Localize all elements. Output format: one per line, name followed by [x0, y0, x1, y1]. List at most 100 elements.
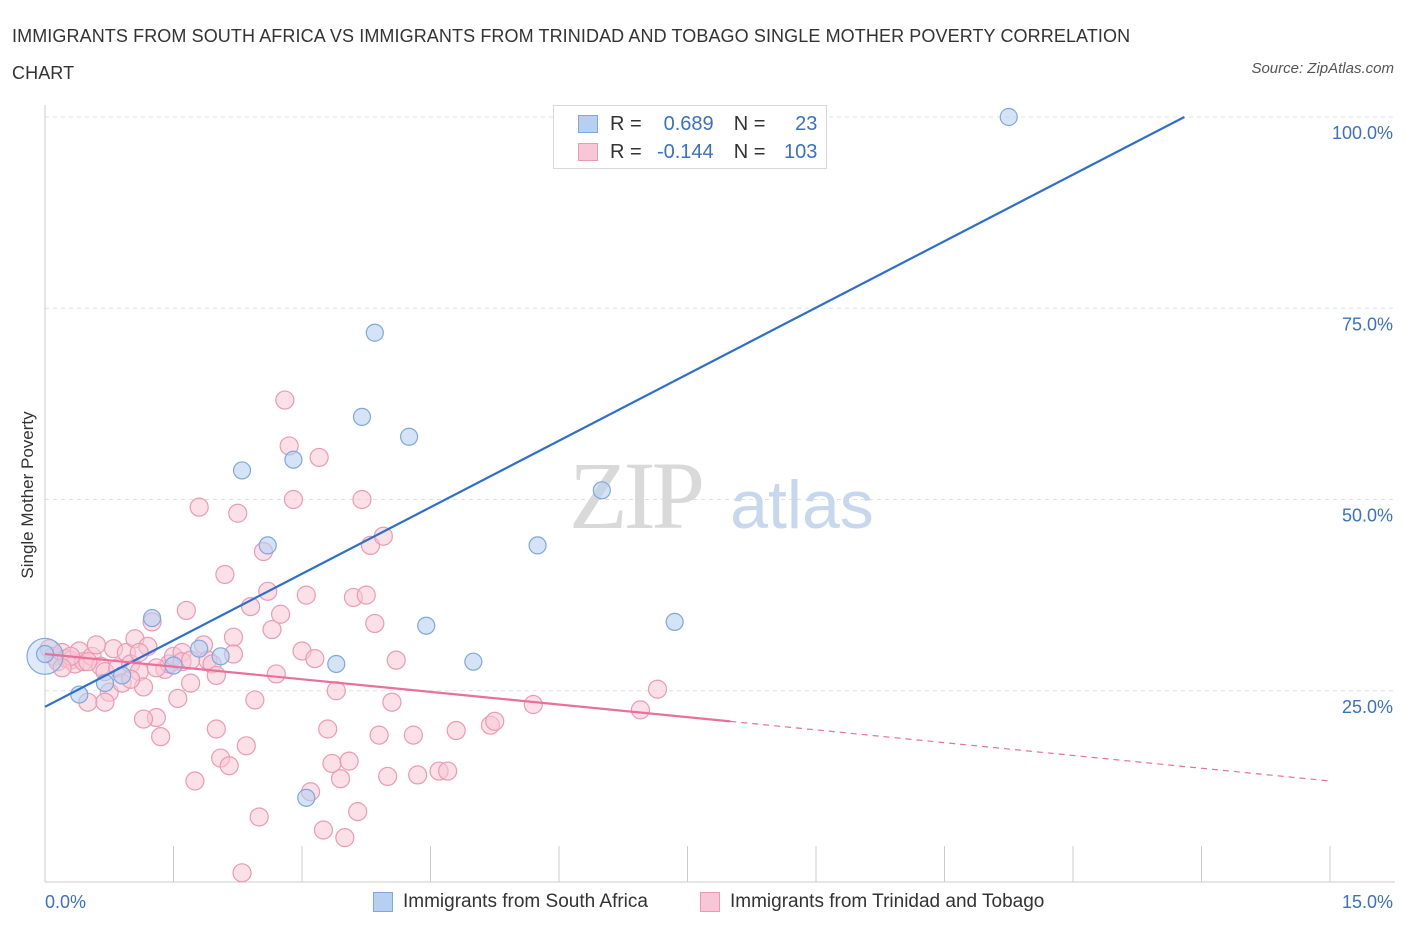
x-tick-label: 0.0%: [45, 892, 86, 912]
data-point-trinidad: [181, 673, 201, 693]
data-point-trinidad: [369, 725, 389, 745]
data-point-trinidad: [146, 658, 166, 678]
data-point-trinidad: [270, 604, 291, 624]
data-point-south-africa: [190, 639, 209, 658]
data-point-south-africa: [365, 323, 384, 342]
legend-row-trinidad: R = -0.144 N = 103: [578, 138, 817, 166]
data-point-trinidad: [236, 736, 256, 756]
source-note: Source: ZipAtlas.com: [1251, 60, 1394, 77]
data-point-trinidad: [408, 765, 428, 785]
data-point-trinidad: [245, 690, 265, 710]
legend-r-label: R =: [610, 112, 642, 135]
data-point-trinidad: [219, 756, 239, 776]
legend-n-value: 23: [795, 112, 818, 135]
legend-n-label: N =: [733, 140, 766, 163]
data-point-south-africa: [211, 647, 230, 666]
data-point-trinidad: [52, 658, 72, 678]
data-point-south-africa: [232, 461, 252, 480]
data-point-trinidad: [176, 600, 196, 621]
data-point-trinidad: [365, 613, 385, 634]
data-point-trinidad: [403, 725, 423, 745]
data-point-south-africa: [297, 788, 316, 807]
data-point-south-africa: [464, 652, 483, 671]
data-point-trinidad: [647, 679, 668, 699]
bottom-legend-label: Immigrants from South Africa: [403, 891, 648, 912]
data-point-trinidad: [382, 692, 402, 712]
data-point-trinidad: [232, 863, 252, 883]
data-point-trinidad: [326, 681, 346, 701]
legend-row-south-africa: R = 0.689 N = 23: [578, 110, 817, 138]
data-point-trinidad: [485, 711, 505, 731]
data-point-south-africa: [258, 536, 277, 555]
trend-line-south-africa: [44, 116, 1185, 708]
x-tick-label: 15.0%: [1342, 892, 1393, 912]
data-point-trinidad: [335, 828, 355, 848]
data-point-trinidad: [78, 652, 98, 672]
data-point-trinidad: [86, 635, 107, 655]
data-point-south-africa: [352, 407, 372, 426]
data-point-trinidad: [95, 692, 115, 712]
legend-swatch-blue: [578, 115, 598, 133]
trend-line-trinidad-extension: [730, 720, 1331, 782]
legend-n-value: 103: [784, 140, 818, 163]
data-point-south-africa: [665, 612, 684, 632]
data-point-south-africa: [592, 481, 611, 500]
data-point-trinidad: [348, 802, 368, 822]
legend-r-label: R =: [610, 140, 642, 163]
data-point-south-africa: [528, 536, 547, 555]
data-point-south-africa: [327, 654, 346, 674]
data-point-trinidad: [266, 664, 286, 684]
data-point-trinidad: [215, 564, 235, 585]
data-point-trinidad: [305, 649, 325, 669]
chart-title: IMMIGRANTS FROM SOUTH AFRICA VS IMMIGRAN…: [12, 26, 1131, 83]
data-point-trinidad: [386, 650, 406, 670]
bottom-legend-swatch-blue: [373, 892, 393, 912]
data-point-trinidad: [523, 694, 543, 715]
y-tick-label: 75.0%: [1342, 314, 1393, 334]
data-point-trinidad: [356, 585, 376, 605]
y-tick-label: 100.0%: [1332, 123, 1393, 143]
legend-r-value: -0.144: [656, 140, 714, 163]
data-point-trinidad: [283, 489, 304, 510]
data-point-trinidad: [438, 761, 458, 781]
data-point-trinidad: [228, 503, 248, 523]
legend-n-label: N =: [733, 112, 766, 135]
data-point-trinidad: [318, 719, 338, 739]
bottom-legend-swatch-pink: [700, 892, 720, 912]
data-point-trinidad: [151, 727, 171, 747]
data-point-trinidad: [339, 751, 359, 771]
legend-r-value: 0.689: [663, 112, 714, 135]
tick-labels: 25.0% 50.0% 75.0% 100.0% 0.0% 15.0%: [45, 123, 1393, 912]
data-point-trinidad: [262, 619, 282, 640]
data-point-south-africa: [999, 107, 1018, 127]
data-point-trinidad: [352, 489, 372, 510]
data-point-trinidad: [133, 709, 154, 729]
data-point-trinidad: [373, 526, 393, 546]
axes: [44, 105, 1395, 883]
data-point-trinidad: [168, 688, 188, 709]
watermark-zip: ZIP: [569, 442, 702, 549]
data-point-trinidad: [206, 719, 226, 739]
data-point-trinidad: [249, 807, 269, 827]
data-point-trinidad: [330, 769, 351, 789]
data-point-south-africa: [417, 616, 436, 635]
y-tick-label: 50.0%: [1342, 506, 1393, 526]
data-point-trinidad: [630, 700, 650, 720]
trend-lines: [44, 116, 1331, 782]
bottom-legend-south-africa: Immigrants from South Africa: [373, 890, 648, 914]
bottom-legend-trinidad: Immigrants from Trinidad and Tobago: [700, 890, 1044, 914]
data-point-trinidad: [446, 720, 466, 741]
data-point-trinidad: [378, 766, 398, 787]
data-point-trinidad: [309, 447, 329, 468]
data-point-trinidad: [223, 627, 244, 647]
data-point-trinidad: [313, 820, 334, 840]
correlation-legend: R = 0.689 N = 23 R = -0.144 N = 103: [553, 105, 827, 169]
bottom-legend-label: Immigrants from Trinidad and Tobago: [730, 891, 1045, 912]
trend-line-trinidad: [44, 652, 731, 723]
y-tick-label: 25.0%: [1342, 697, 1393, 717]
data-point-trinidad: [296, 585, 316, 605]
watermark-atlas: atlas: [730, 467, 874, 543]
data-point-south-africa: [95, 673, 115, 693]
data-point-south-africa: [399, 427, 419, 446]
